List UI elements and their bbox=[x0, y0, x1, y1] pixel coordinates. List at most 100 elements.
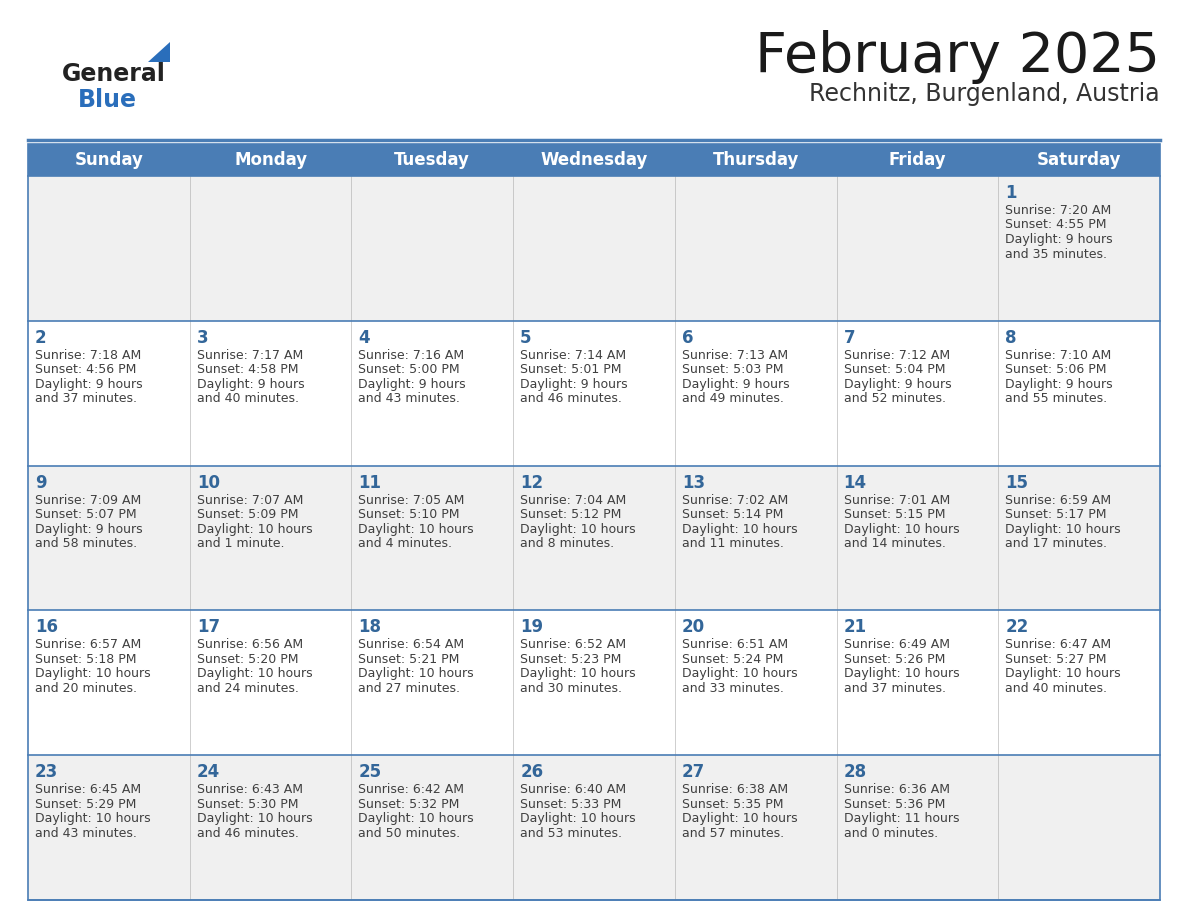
Text: Daylight: 9 hours: Daylight: 9 hours bbox=[843, 378, 952, 391]
Text: Sunset: 5:21 PM: Sunset: 5:21 PM bbox=[359, 653, 460, 666]
Text: Sunset: 5:07 PM: Sunset: 5:07 PM bbox=[34, 508, 137, 521]
Text: Sunrise: 6:47 AM: Sunrise: 6:47 AM bbox=[1005, 638, 1112, 652]
Bar bbox=[29, 756, 1159, 900]
Text: Sunset: 5:20 PM: Sunset: 5:20 PM bbox=[197, 653, 298, 666]
Text: Daylight: 10 hours: Daylight: 10 hours bbox=[359, 812, 474, 825]
Text: 21: 21 bbox=[843, 619, 867, 636]
Text: 11: 11 bbox=[359, 474, 381, 492]
Text: Daylight: 10 hours: Daylight: 10 hours bbox=[197, 522, 312, 535]
Text: Sunrise: 6:45 AM: Sunrise: 6:45 AM bbox=[34, 783, 141, 796]
Text: Daylight: 10 hours: Daylight: 10 hours bbox=[520, 812, 636, 825]
Text: and 43 minutes.: and 43 minutes. bbox=[359, 392, 460, 406]
Text: 7: 7 bbox=[843, 329, 855, 347]
Text: Sunset: 4:55 PM: Sunset: 4:55 PM bbox=[1005, 218, 1107, 231]
Text: Sunset: 5:06 PM: Sunset: 5:06 PM bbox=[1005, 364, 1107, 376]
Text: Daylight: 9 hours: Daylight: 9 hours bbox=[1005, 233, 1113, 246]
Text: and 46 minutes.: and 46 minutes. bbox=[197, 827, 298, 840]
Text: Daylight: 10 hours: Daylight: 10 hours bbox=[197, 812, 312, 825]
Text: Wednesday: Wednesday bbox=[541, 151, 647, 169]
Text: and 11 minutes.: and 11 minutes. bbox=[682, 537, 784, 550]
Text: Sunset: 5:24 PM: Sunset: 5:24 PM bbox=[682, 653, 783, 666]
Text: Daylight: 9 hours: Daylight: 9 hours bbox=[197, 378, 304, 391]
Text: Daylight: 10 hours: Daylight: 10 hours bbox=[682, 667, 797, 680]
Text: Sunday: Sunday bbox=[75, 151, 144, 169]
Text: and 4 minutes.: and 4 minutes. bbox=[359, 537, 453, 550]
Text: 26: 26 bbox=[520, 763, 543, 781]
Text: Sunrise: 6:51 AM: Sunrise: 6:51 AM bbox=[682, 638, 788, 652]
Text: and 14 minutes.: and 14 minutes. bbox=[843, 537, 946, 550]
Text: and 20 minutes.: and 20 minutes. bbox=[34, 682, 137, 695]
Text: 15: 15 bbox=[1005, 474, 1029, 492]
Text: 22: 22 bbox=[1005, 619, 1029, 636]
Text: 20: 20 bbox=[682, 619, 704, 636]
Text: Sunset: 5:36 PM: Sunset: 5:36 PM bbox=[843, 798, 944, 811]
Text: General: General bbox=[62, 54, 68, 55]
Text: and 40 minutes.: and 40 minutes. bbox=[1005, 682, 1107, 695]
Text: 1: 1 bbox=[1005, 184, 1017, 202]
Text: Sunset: 5:26 PM: Sunset: 5:26 PM bbox=[843, 653, 944, 666]
Text: 12: 12 bbox=[520, 474, 543, 492]
Text: Sunrise: 7:07 AM: Sunrise: 7:07 AM bbox=[197, 494, 303, 507]
Text: 8: 8 bbox=[1005, 329, 1017, 347]
Text: Sunrise: 6:59 AM: Sunrise: 6:59 AM bbox=[1005, 494, 1112, 507]
Text: Sunrise: 7:01 AM: Sunrise: 7:01 AM bbox=[843, 494, 950, 507]
Text: and 24 minutes.: and 24 minutes. bbox=[197, 682, 298, 695]
Text: Sunrise: 6:43 AM: Sunrise: 6:43 AM bbox=[197, 783, 303, 796]
Text: Daylight: 10 hours: Daylight: 10 hours bbox=[682, 812, 797, 825]
Text: 4: 4 bbox=[359, 329, 369, 347]
Text: Sunrise: 7:09 AM: Sunrise: 7:09 AM bbox=[34, 494, 141, 507]
Text: 18: 18 bbox=[359, 619, 381, 636]
Text: Monday: Monday bbox=[234, 151, 308, 169]
Bar bbox=[29, 144, 1159, 900]
Text: and 35 minutes.: and 35 minutes. bbox=[1005, 248, 1107, 261]
Text: Rechnitz, Burgenland, Austria: Rechnitz, Burgenland, Austria bbox=[809, 82, 1159, 106]
Text: Sunset: 5:12 PM: Sunset: 5:12 PM bbox=[520, 508, 621, 521]
Text: February 2025: February 2025 bbox=[756, 30, 1159, 84]
Text: 2: 2 bbox=[34, 329, 46, 347]
Text: Daylight: 10 hours: Daylight: 10 hours bbox=[520, 667, 636, 680]
Text: Sunrise: 7:18 AM: Sunrise: 7:18 AM bbox=[34, 349, 141, 362]
Text: Sunset: 5:14 PM: Sunset: 5:14 PM bbox=[682, 508, 783, 521]
Text: 6: 6 bbox=[682, 329, 694, 347]
Text: and 37 minutes.: and 37 minutes. bbox=[34, 392, 137, 406]
Text: Daylight: 10 hours: Daylight: 10 hours bbox=[34, 667, 151, 680]
Text: and 40 minutes.: and 40 minutes. bbox=[197, 392, 298, 406]
Text: 14: 14 bbox=[843, 474, 867, 492]
Text: Sunset: 5:18 PM: Sunset: 5:18 PM bbox=[34, 653, 137, 666]
Text: 25: 25 bbox=[359, 763, 381, 781]
Polygon shape bbox=[148, 42, 170, 62]
Text: Daylight: 10 hours: Daylight: 10 hours bbox=[1005, 522, 1121, 535]
Text: and 8 minutes.: and 8 minutes. bbox=[520, 537, 614, 550]
Bar bbox=[29, 320, 1159, 465]
Text: Sunrise: 7:16 AM: Sunrise: 7:16 AM bbox=[359, 349, 465, 362]
Text: Sunset: 5:00 PM: Sunset: 5:00 PM bbox=[359, 364, 460, 376]
Text: Daylight: 9 hours: Daylight: 9 hours bbox=[520, 378, 627, 391]
Text: and 49 minutes.: and 49 minutes. bbox=[682, 392, 784, 406]
Text: 28: 28 bbox=[843, 763, 867, 781]
Text: Sunrise: 6:38 AM: Sunrise: 6:38 AM bbox=[682, 783, 788, 796]
Text: and 52 minutes.: and 52 minutes. bbox=[843, 392, 946, 406]
Text: and 57 minutes.: and 57 minutes. bbox=[682, 827, 784, 840]
Text: 16: 16 bbox=[34, 619, 58, 636]
Text: Sunset: 4:58 PM: Sunset: 4:58 PM bbox=[197, 364, 298, 376]
Text: Sunrise: 7:17 AM: Sunrise: 7:17 AM bbox=[197, 349, 303, 362]
Text: Daylight: 10 hours: Daylight: 10 hours bbox=[1005, 667, 1121, 680]
Text: 24: 24 bbox=[197, 763, 220, 781]
Text: Sunset: 5:23 PM: Sunset: 5:23 PM bbox=[520, 653, 621, 666]
Text: Sunset: 5:27 PM: Sunset: 5:27 PM bbox=[1005, 653, 1107, 666]
Text: Sunrise: 7:04 AM: Sunrise: 7:04 AM bbox=[520, 494, 626, 507]
Text: Daylight: 10 hours: Daylight: 10 hours bbox=[34, 812, 151, 825]
Text: Tuesday: Tuesday bbox=[394, 151, 470, 169]
Text: 27: 27 bbox=[682, 763, 706, 781]
Text: and 33 minutes.: and 33 minutes. bbox=[682, 682, 784, 695]
Text: Thursday: Thursday bbox=[713, 151, 798, 169]
Text: and 17 minutes.: and 17 minutes. bbox=[1005, 537, 1107, 550]
Text: General: General bbox=[62, 62, 166, 86]
Text: Sunset: 5:33 PM: Sunset: 5:33 PM bbox=[520, 798, 621, 811]
Text: Daylight: 10 hours: Daylight: 10 hours bbox=[359, 667, 474, 680]
Text: 9: 9 bbox=[34, 474, 46, 492]
Text: Sunset: 5:32 PM: Sunset: 5:32 PM bbox=[359, 798, 460, 811]
Text: Daylight: 10 hours: Daylight: 10 hours bbox=[843, 667, 959, 680]
Text: Sunrise: 6:56 AM: Sunrise: 6:56 AM bbox=[197, 638, 303, 652]
Text: Sunrise: 7:13 AM: Sunrise: 7:13 AM bbox=[682, 349, 788, 362]
